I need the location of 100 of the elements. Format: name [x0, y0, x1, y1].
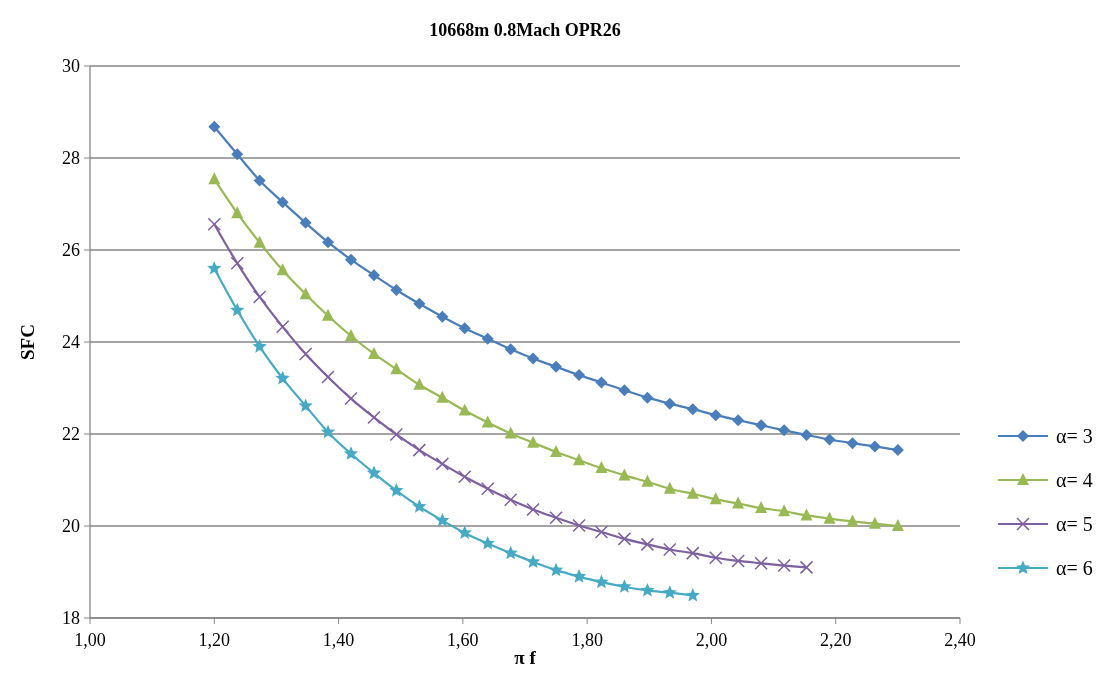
y-tick-label: 30 [62, 56, 80, 77]
y-tick-label: 26 [62, 240, 80, 261]
legend-label: α= 3 [1056, 425, 1093, 447]
point [275, 370, 290, 385]
x-tick-label: 1,60 [447, 630, 479, 650]
point [868, 440, 881, 453]
y-tick-label: 18 [62, 608, 80, 629]
point [663, 542, 677, 557]
point [594, 525, 609, 539]
point [321, 370, 335, 384]
point [618, 384, 631, 397]
point [755, 419, 768, 432]
y-tick-label: 24 [62, 332, 80, 353]
point [413, 297, 426, 310]
point [299, 287, 312, 300]
point [617, 579, 632, 593]
point [481, 332, 494, 345]
point [208, 172, 221, 185]
point [732, 414, 745, 427]
point [573, 369, 586, 382]
point [436, 390, 449, 403]
point [891, 519, 904, 531]
point [550, 444, 563, 457]
point [457, 470, 472, 484]
point [846, 437, 859, 450]
point [435, 457, 450, 471]
point [618, 468, 631, 481]
point [709, 550, 723, 565]
point [345, 253, 357, 266]
point [298, 347, 313, 361]
point [366, 465, 382, 480]
point [436, 310, 449, 323]
point [344, 391, 358, 406]
x-tick-label: 1,80 [571, 630, 603, 650]
point [525, 554, 541, 568]
point [732, 496, 745, 509]
point [640, 537, 655, 552]
point [322, 236, 335, 249]
point [230, 302, 245, 317]
point [343, 446, 359, 460]
point [709, 409, 722, 422]
point [276, 196, 289, 209]
point [208, 120, 221, 133]
point [823, 433, 836, 446]
point [253, 174, 266, 187]
point [367, 410, 381, 425]
point [252, 339, 267, 353]
point [800, 508, 813, 521]
point [503, 493, 518, 507]
point [641, 474, 654, 487]
point [480, 535, 495, 550]
point [367, 269, 380, 282]
x-tick-label: 2,40 [944, 630, 976, 650]
point [207, 217, 222, 231]
point [458, 322, 471, 335]
point [823, 511, 836, 524]
point [549, 510, 563, 525]
y-tick-label: 22 [62, 424, 80, 445]
point [275, 320, 290, 334]
point [412, 443, 427, 457]
point [458, 403, 471, 416]
y-tick-label: 28 [62, 148, 80, 169]
point [754, 556, 768, 571]
point [685, 587, 700, 602]
point [731, 554, 745, 568]
point [231, 206, 244, 219]
point [390, 362, 403, 375]
point [595, 376, 608, 389]
point [709, 492, 722, 505]
point [778, 504, 791, 517]
point [503, 545, 518, 560]
point [412, 499, 427, 513]
point [800, 428, 813, 441]
point [457, 525, 472, 539]
legend-label: α= 4 [1056, 469, 1093, 491]
point [526, 502, 540, 517]
point [548, 562, 564, 577]
point [662, 585, 677, 599]
point [230, 256, 245, 271]
point [480, 481, 495, 496]
point [413, 377, 426, 390]
point [777, 558, 791, 573]
point [640, 582, 655, 597]
point [641, 391, 654, 404]
point [299, 216, 312, 229]
x-tick-label: 1,40 [322, 630, 355, 650]
point [207, 260, 222, 275]
point [504, 343, 517, 356]
x-tick-label: 1,20 [198, 630, 231, 650]
point [550, 360, 563, 373]
point [572, 518, 586, 533]
x-axis-title: π f [514, 647, 537, 668]
chart-title: 10668m 0.8Mach OPR26 [429, 20, 621, 40]
point [253, 235, 266, 248]
point [617, 532, 632, 546]
point [573, 453, 586, 466]
point [663, 397, 676, 410]
legend-label: α= 5 [1056, 513, 1093, 535]
point [481, 415, 494, 428]
point [527, 352, 540, 365]
